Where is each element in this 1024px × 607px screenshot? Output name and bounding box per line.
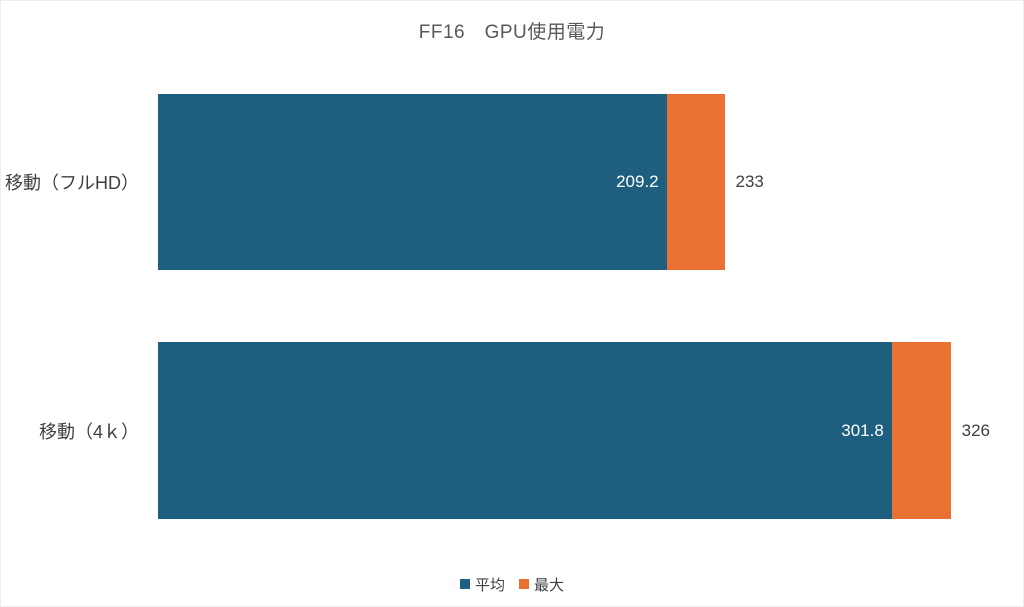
legend-swatch-max-icon	[519, 579, 529, 589]
bars-track: 301.8 326	[158, 342, 1009, 519]
bar-avg-value-label: 301.8	[841, 420, 884, 440]
category-label: 移動（フルHD）	[5, 173, 139, 193]
legend-label-avg: 平均	[474, 576, 505, 594]
legend-label-max: 最大	[534, 576, 565, 594]
legend-item-max: 最大	[519, 574, 564, 595]
bar-row: 移動（4ｋ） 301.8 326	[1, 342, 1023, 519]
bar-avg: 301.8	[158, 342, 892, 519]
bar-avg-value-label: 209.2	[616, 172, 659, 191]
bar-avg: 209.2	[158, 94, 667, 270]
bar-max-value-label: 326	[961, 420, 990, 440]
legend-item-avg: 平均	[459, 574, 505, 595]
category-label: 移動（4ｋ）	[38, 421, 139, 442]
legend: 平均 最大	[1, 573, 1023, 595]
chart-title: FF16 GPU使用電力	[418, 22, 606, 43]
bars-track: 209.2 233	[158, 94, 1009, 270]
legend-swatch-avg-icon	[459, 579, 470, 589]
bar-max	[666, 94, 725, 270]
bar-row: 移動（フルHD） 209.2 233	[1, 94, 1023, 270]
bar-max	[891, 342, 951, 519]
bar-max-value-label: 233	[735, 172, 764, 191]
